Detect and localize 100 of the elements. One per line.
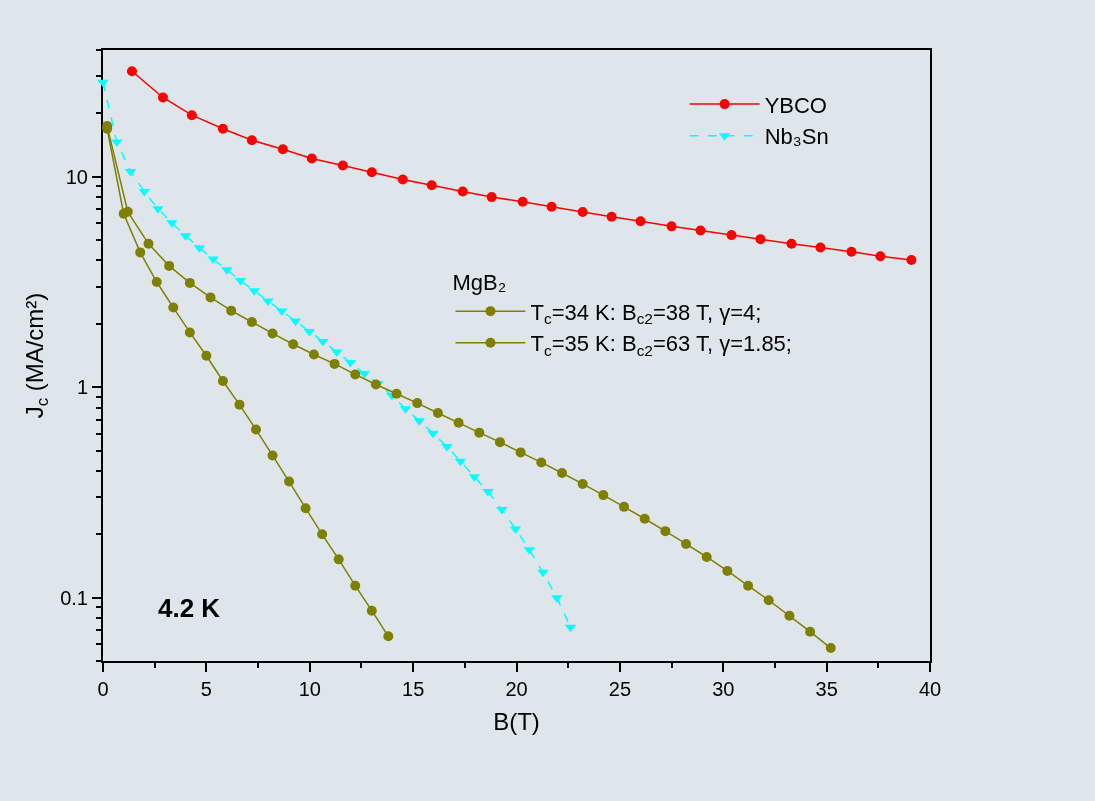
point xyxy=(184,327,195,338)
point xyxy=(97,79,109,88)
x-tick-label: 30 xyxy=(712,678,735,700)
point xyxy=(143,238,154,249)
point xyxy=(784,610,795,621)
point xyxy=(815,242,826,253)
point xyxy=(517,196,528,207)
point xyxy=(317,338,329,347)
legend-label: YBCO xyxy=(764,92,827,118)
point xyxy=(288,339,299,350)
point xyxy=(412,398,423,409)
point xyxy=(906,255,917,266)
point xyxy=(875,251,886,262)
y-tick-label: 1 xyxy=(76,376,88,399)
point xyxy=(217,123,228,134)
point xyxy=(234,399,245,410)
x-tick-label: 15 xyxy=(402,678,425,700)
point xyxy=(391,388,402,399)
point xyxy=(726,230,737,241)
point xyxy=(639,513,650,524)
point xyxy=(457,186,468,197)
point xyxy=(267,450,278,461)
point xyxy=(333,554,344,565)
legend-label: T$_{c}$=34 K: B$_{c2}$=38 T, γ=4; xyxy=(530,299,762,328)
point xyxy=(277,144,288,155)
point xyxy=(635,216,646,227)
x-axis-title: B(T) xyxy=(493,707,540,735)
point xyxy=(201,350,212,361)
x-tick-label: 35 xyxy=(815,678,838,700)
point xyxy=(426,180,437,191)
point xyxy=(486,192,497,203)
point xyxy=(157,92,168,103)
point xyxy=(164,260,175,271)
point xyxy=(474,427,485,438)
point xyxy=(681,538,692,549)
point xyxy=(701,552,712,562)
x-tick-label: 25 xyxy=(608,678,632,700)
point xyxy=(494,437,505,448)
point xyxy=(350,580,361,591)
point xyxy=(246,135,257,146)
point xyxy=(267,328,278,339)
legend-label: Nb₃Sn xyxy=(764,124,829,150)
point xyxy=(722,565,733,576)
point xyxy=(846,246,857,257)
point xyxy=(135,247,146,258)
point xyxy=(432,407,443,418)
point xyxy=(666,221,677,232)
legend-label: T$_{c}$=35 K: B$_{c2}$=63 T, γ=1.85; xyxy=(530,331,792,359)
point xyxy=(126,66,137,77)
point xyxy=(205,292,216,303)
point xyxy=(317,529,328,540)
point xyxy=(577,206,588,217)
point xyxy=(151,277,162,288)
point xyxy=(743,580,754,591)
point xyxy=(217,375,228,386)
point xyxy=(427,430,439,439)
point xyxy=(383,631,394,642)
point xyxy=(515,447,526,458)
point xyxy=(186,110,197,121)
point xyxy=(546,201,557,212)
point xyxy=(660,526,671,537)
x-tick-label: 40 xyxy=(918,678,942,700)
point xyxy=(695,225,706,236)
point xyxy=(786,238,797,249)
point xyxy=(453,417,464,428)
point xyxy=(226,305,237,316)
x-tick-label: 20 xyxy=(505,678,528,700)
point xyxy=(366,605,377,616)
point xyxy=(825,643,836,654)
point xyxy=(397,174,408,185)
point xyxy=(184,277,195,288)
point xyxy=(577,478,588,489)
point xyxy=(122,206,133,217)
legend-title: MgB₂ xyxy=(452,270,507,296)
y-tick-label: 0.1 xyxy=(60,586,88,609)
annotation: 4.2 K xyxy=(158,593,221,623)
point xyxy=(366,167,377,178)
point xyxy=(755,234,766,245)
point xyxy=(350,369,361,380)
point xyxy=(337,160,348,171)
point xyxy=(306,153,317,164)
point xyxy=(536,457,547,468)
point xyxy=(619,501,630,512)
point xyxy=(329,358,340,369)
point xyxy=(805,626,816,637)
point xyxy=(606,211,617,222)
point xyxy=(556,468,567,479)
point xyxy=(246,317,257,328)
x-tick-label: 0 xyxy=(97,678,109,700)
point xyxy=(598,490,609,501)
point xyxy=(300,503,311,514)
point xyxy=(308,349,319,360)
y-tick-label: 10 xyxy=(65,165,88,188)
point xyxy=(251,424,261,435)
x-tick-label: 5 xyxy=(200,678,212,700)
x-tick-label: 10 xyxy=(298,678,321,700)
point xyxy=(763,595,774,606)
point xyxy=(537,569,549,578)
point xyxy=(168,302,179,313)
point xyxy=(284,476,295,487)
